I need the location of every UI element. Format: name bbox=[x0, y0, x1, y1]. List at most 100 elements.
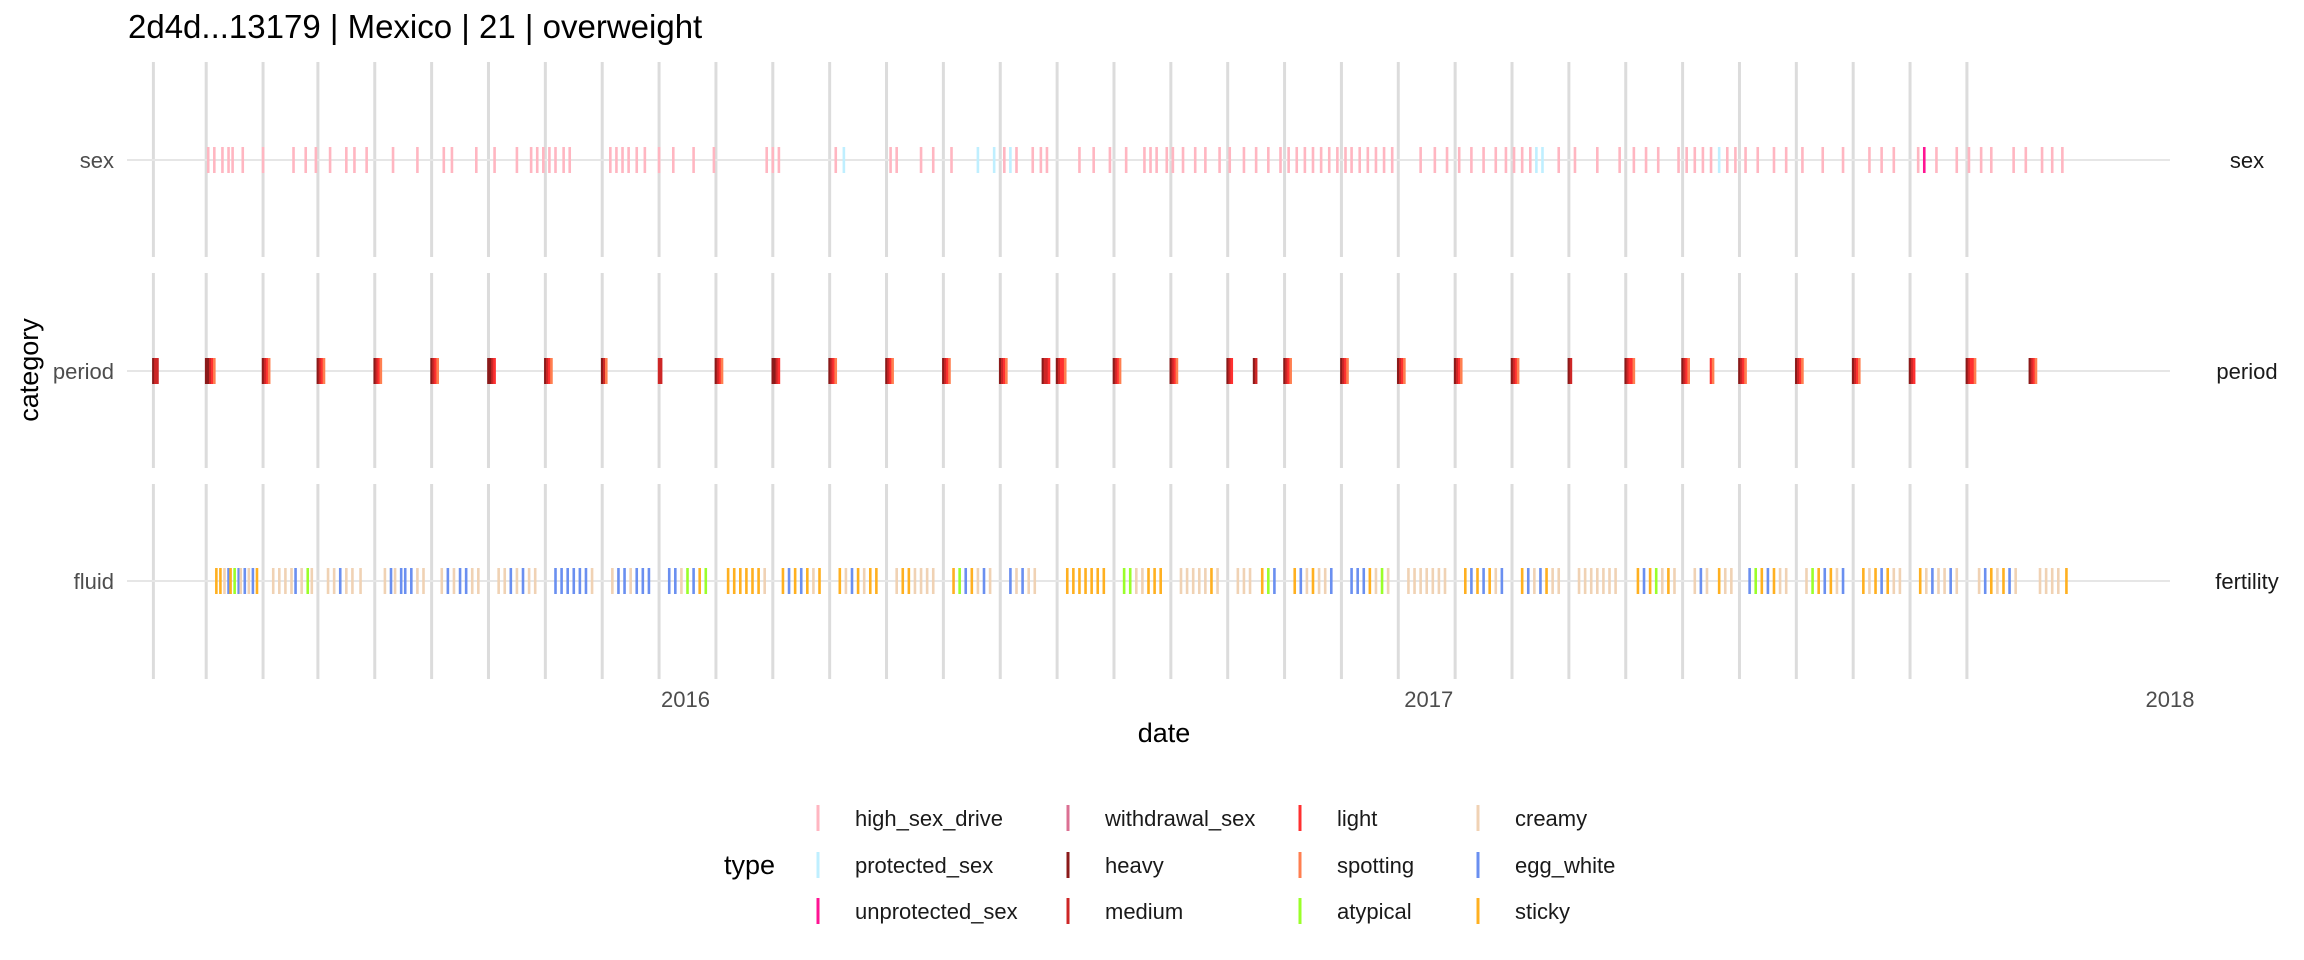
event-mark-creamy bbox=[1386, 568, 1390, 594]
event-mark-high_sex_drive bbox=[345, 147, 348, 173]
event-mark-light bbox=[1061, 358, 1065, 384]
event-mark-sticky bbox=[1159, 568, 1162, 594]
event-mark-egg_white bbox=[1931, 568, 1934, 594]
event-mark-creamy bbox=[1608, 568, 1611, 594]
event-mark-sticky bbox=[1829, 568, 1833, 594]
event-mark-atypical bbox=[1122, 568, 1126, 594]
event-mark-sticky bbox=[875, 568, 878, 594]
event-mark-creamy bbox=[1179, 568, 1183, 594]
series-sex bbox=[206, 147, 2064, 173]
event-mark-sticky bbox=[952, 568, 955, 594]
event-mark-sticky bbox=[1772, 568, 1776, 594]
event-mark-high_sex_drive bbox=[1155, 147, 1158, 173]
event-mark-heavy bbox=[1510, 358, 1514, 384]
panel-sex: sex sex bbox=[80, 62, 2264, 257]
event-mark-egg_white bbox=[1356, 568, 1359, 594]
event-mark-sticky bbox=[739, 568, 742, 594]
event-mark-heavy bbox=[373, 358, 377, 384]
event-mark-light bbox=[1971, 358, 1975, 384]
legend-label: creamy bbox=[1515, 806, 1587, 831]
event-mark-medium bbox=[944, 358, 947, 384]
event-mark-heavy bbox=[1453, 358, 1457, 384]
event-mark-high_sex_drive bbox=[554, 147, 557, 173]
event-mark-egg_white bbox=[617, 568, 620, 594]
event-mark-heavy bbox=[1624, 358, 1628, 384]
event-mark-high_sex_drive bbox=[627, 147, 630, 173]
event-mark-high_sex_drive bbox=[1955, 147, 1959, 173]
event-mark-egg_white bbox=[572, 568, 576, 594]
event-mark-egg_white bbox=[458, 568, 462, 594]
event-mark-light bbox=[1969, 358, 1973, 384]
event-mark-egg_white bbox=[1273, 568, 1276, 594]
legend: type high_sex_drive protected_sex unprotec… bbox=[724, 805, 1615, 924]
event-mark-egg_white bbox=[623, 568, 626, 594]
event-mark-high_sex_drive bbox=[1031, 147, 1035, 173]
legend-key bbox=[816, 898, 820, 924]
event-mark-creamy bbox=[2038, 568, 2042, 594]
event-mark-creamy bbox=[278, 568, 281, 594]
event-mark-sticky bbox=[255, 568, 259, 594]
event-mark-egg_white bbox=[560, 568, 563, 594]
event-mark-light bbox=[718, 358, 722, 384]
event-mark-sticky bbox=[219, 568, 222, 594]
event-mark-spotting bbox=[1118, 358, 1122, 384]
event-mark-creamy bbox=[2044, 568, 2048, 594]
event-mark-protected_sex bbox=[842, 147, 846, 173]
event-mark-creamy bbox=[527, 568, 531, 594]
event-mark-light bbox=[777, 358, 781, 384]
legend-key bbox=[1476, 805, 1480, 831]
event-mark-spotting bbox=[1459, 358, 1463, 384]
event-mark-sticky bbox=[1862, 568, 1865, 594]
event-mark-high_sex_drive bbox=[1336, 147, 1339, 173]
event-mark-creamy bbox=[1596, 568, 1599, 594]
event-mark-sticky bbox=[1636, 568, 1640, 594]
event-mark-medium bbox=[775, 358, 779, 384]
legend-label: withdrawal_sex bbox=[1104, 806, 1255, 831]
event-mark-creamy bbox=[359, 568, 362, 594]
event-mark-high_sex_drive bbox=[1218, 147, 1221, 173]
event-mark-medium bbox=[602, 358, 606, 384]
event-mark-egg_white bbox=[787, 568, 791, 594]
event-mark-high_sex_drive bbox=[328, 147, 332, 173]
event-mark-creamy bbox=[1977, 568, 1981, 594]
event-mark-egg_white bbox=[674, 568, 677, 594]
event-mark-high_sex_drive bbox=[1596, 147, 1599, 173]
event-mark-medium bbox=[1000, 358, 1004, 384]
event-mark-high_sex_drive bbox=[529, 147, 533, 173]
event-mark-sticky bbox=[793, 568, 797, 594]
event-mark-high_sex_drive bbox=[1457, 147, 1461, 173]
event-mark-high_sex_drive bbox=[1193, 147, 1197, 173]
event-mark-egg_white bbox=[647, 568, 651, 594]
event-mark-creamy bbox=[1551, 568, 1554, 594]
event-mark-creamy bbox=[1216, 568, 1219, 594]
event-mark-high_sex_drive bbox=[1494, 147, 1498, 173]
event-mark-egg_white bbox=[1500, 568, 1504, 594]
event-mark-protected_sex bbox=[992, 147, 996, 173]
event-mark-high_sex_drive bbox=[353, 147, 356, 173]
event-mark-high_sex_drive bbox=[535, 147, 539, 173]
panel-period: period period bbox=[53, 273, 2278, 468]
event-mark-high_sex_drive bbox=[657, 147, 661, 173]
event-mark-sticky bbox=[806, 568, 809, 594]
event-mark-high_sex_drive bbox=[1390, 147, 1394, 173]
event-mark-creamy bbox=[1868, 568, 1871, 594]
event-mark-sticky bbox=[1084, 568, 1087, 594]
series-fluid bbox=[215, 568, 2068, 594]
event-mark-creamy bbox=[1784, 568, 1788, 594]
event-mark-creamy bbox=[345, 568, 348, 594]
event-mark-light bbox=[1457, 358, 1461, 384]
event-mark-medium bbox=[1399, 358, 1402, 384]
event-mark-spotting bbox=[379, 358, 383, 384]
event-mark-creamy bbox=[1033, 568, 1037, 594]
event-mark-sticky bbox=[726, 568, 730, 594]
event-mark-creamy bbox=[1437, 568, 1441, 594]
event-mark-light bbox=[1628, 358, 1632, 384]
event-mark-sticky bbox=[1260, 568, 1264, 594]
event-mark-high_sex_drive bbox=[1108, 147, 1112, 173]
event-mark-high_sex_drive bbox=[1267, 147, 1270, 173]
event-mark-egg_white bbox=[2008, 568, 2011, 594]
event-mark-spotting bbox=[1744, 358, 1747, 384]
event-mark-creamy bbox=[1204, 568, 1207, 594]
event-mark-egg_white bbox=[1299, 568, 1303, 594]
event-mark-high_sex_drive bbox=[1149, 147, 1152, 173]
